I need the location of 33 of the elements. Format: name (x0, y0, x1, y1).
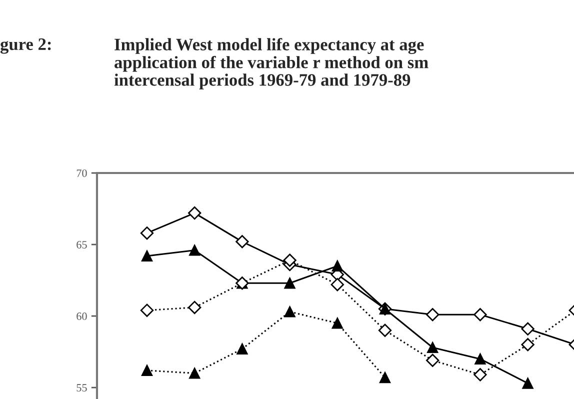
point (330, 278, 344, 292)
point (379, 372, 391, 384)
point (188, 206, 202, 220)
point (474, 368, 487, 382)
point (140, 226, 154, 240)
y-tick-label: 70 (76, 169, 87, 177)
point (189, 368, 200, 379)
y-tick-label: 60 (76, 312, 87, 320)
point (521, 322, 534, 336)
point (426, 308, 440, 322)
point (474, 308, 487, 322)
point (236, 235, 249, 248)
point (284, 278, 296, 289)
text: gure 2: (0, 38, 51, 54)
point (426, 354, 440, 367)
point (378, 324, 392, 337)
point (332, 318, 343, 329)
chart-title: Implied West model life expectancy at age application of the variable r method on sm intercensal periods 1969-79 and 1979-89 (114, 38, 428, 90)
point (188, 300, 202, 314)
point (522, 378, 534, 389)
point (140, 304, 154, 317)
point (332, 260, 343, 272)
point (189, 244, 200, 256)
point (427, 342, 438, 354)
point (141, 250, 153, 262)
point (141, 364, 153, 376)
point (236, 343, 248, 354)
point (284, 306, 296, 318)
y-tick-label: 65 (76, 241, 87, 248)
point (474, 353, 486, 365)
y-tick-label: 55 (76, 384, 87, 392)
point (283, 254, 296, 267)
point (521, 338, 534, 352)
